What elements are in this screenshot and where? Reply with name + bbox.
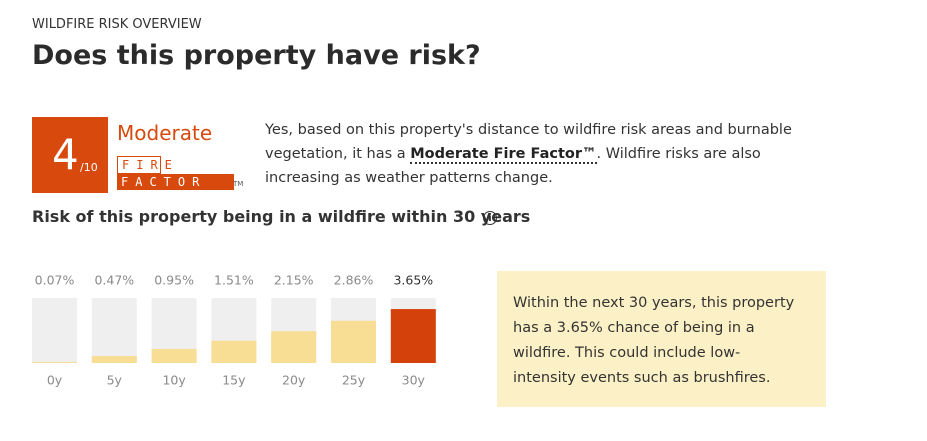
value-label: 0.47% xyxy=(94,273,134,288)
brand-bottom: FACTOR xyxy=(117,174,234,190)
bar xyxy=(211,340,257,363)
bar xyxy=(331,320,376,363)
value-label: 3.65% xyxy=(393,273,433,288)
fire-factor-link[interactable]: Moderate Fire Factor™ xyxy=(410,146,597,164)
value-label: 1.51% xyxy=(214,273,254,288)
bar xyxy=(271,331,317,363)
bar-track xyxy=(91,298,137,363)
value-label: 0.95% xyxy=(154,273,194,288)
x-tick-label: 5y xyxy=(107,373,123,388)
trademark: TM xyxy=(233,180,244,188)
value-label: 0.07% xyxy=(35,273,75,288)
risk-level: Moderate xyxy=(117,121,213,145)
chart: 0.07% 0y 0.47% 5y 0.95% 10y 1.51% 15y 2.15% 20y 2.… xyxy=(32,273,436,388)
x-tick-label: 0y xyxy=(47,373,63,388)
x-tick-label: 10y xyxy=(162,373,186,388)
description-text: Yes, based on this property's distance t… xyxy=(265,122,792,162)
x-tick-label: 25y xyxy=(342,373,366,388)
bar-track xyxy=(32,298,77,363)
score-denominator: /10 xyxy=(80,161,98,174)
bar xyxy=(151,348,197,363)
bar xyxy=(32,361,77,363)
x-tick-label: 30y xyxy=(402,373,426,388)
value-label: 2.15% xyxy=(274,273,314,288)
x-tick-label: 20y xyxy=(282,373,306,388)
x-tick-label: 15y xyxy=(222,373,246,388)
bar xyxy=(390,309,436,363)
chart-title: Risk of this property being in a wildfir… xyxy=(32,207,531,226)
brand-top: FIRE xyxy=(117,156,172,174)
value-label: 2.86% xyxy=(334,273,374,288)
callout: Within the next 30 years, this property … xyxy=(497,271,826,407)
page-title: Does this property have risk? xyxy=(32,40,481,71)
score: 4 xyxy=(52,130,79,179)
info-icon[interactable]: i xyxy=(483,211,497,225)
score-badge: 4 /10 xyxy=(32,117,108,193)
description-text: . Wildfire risks are also increasing as … xyxy=(265,146,761,186)
bar xyxy=(91,356,137,363)
eyebrow: WILDFIRE RISK OVERVIEW xyxy=(32,17,202,32)
description: Yes, based on this property's distance t… xyxy=(265,118,835,190)
